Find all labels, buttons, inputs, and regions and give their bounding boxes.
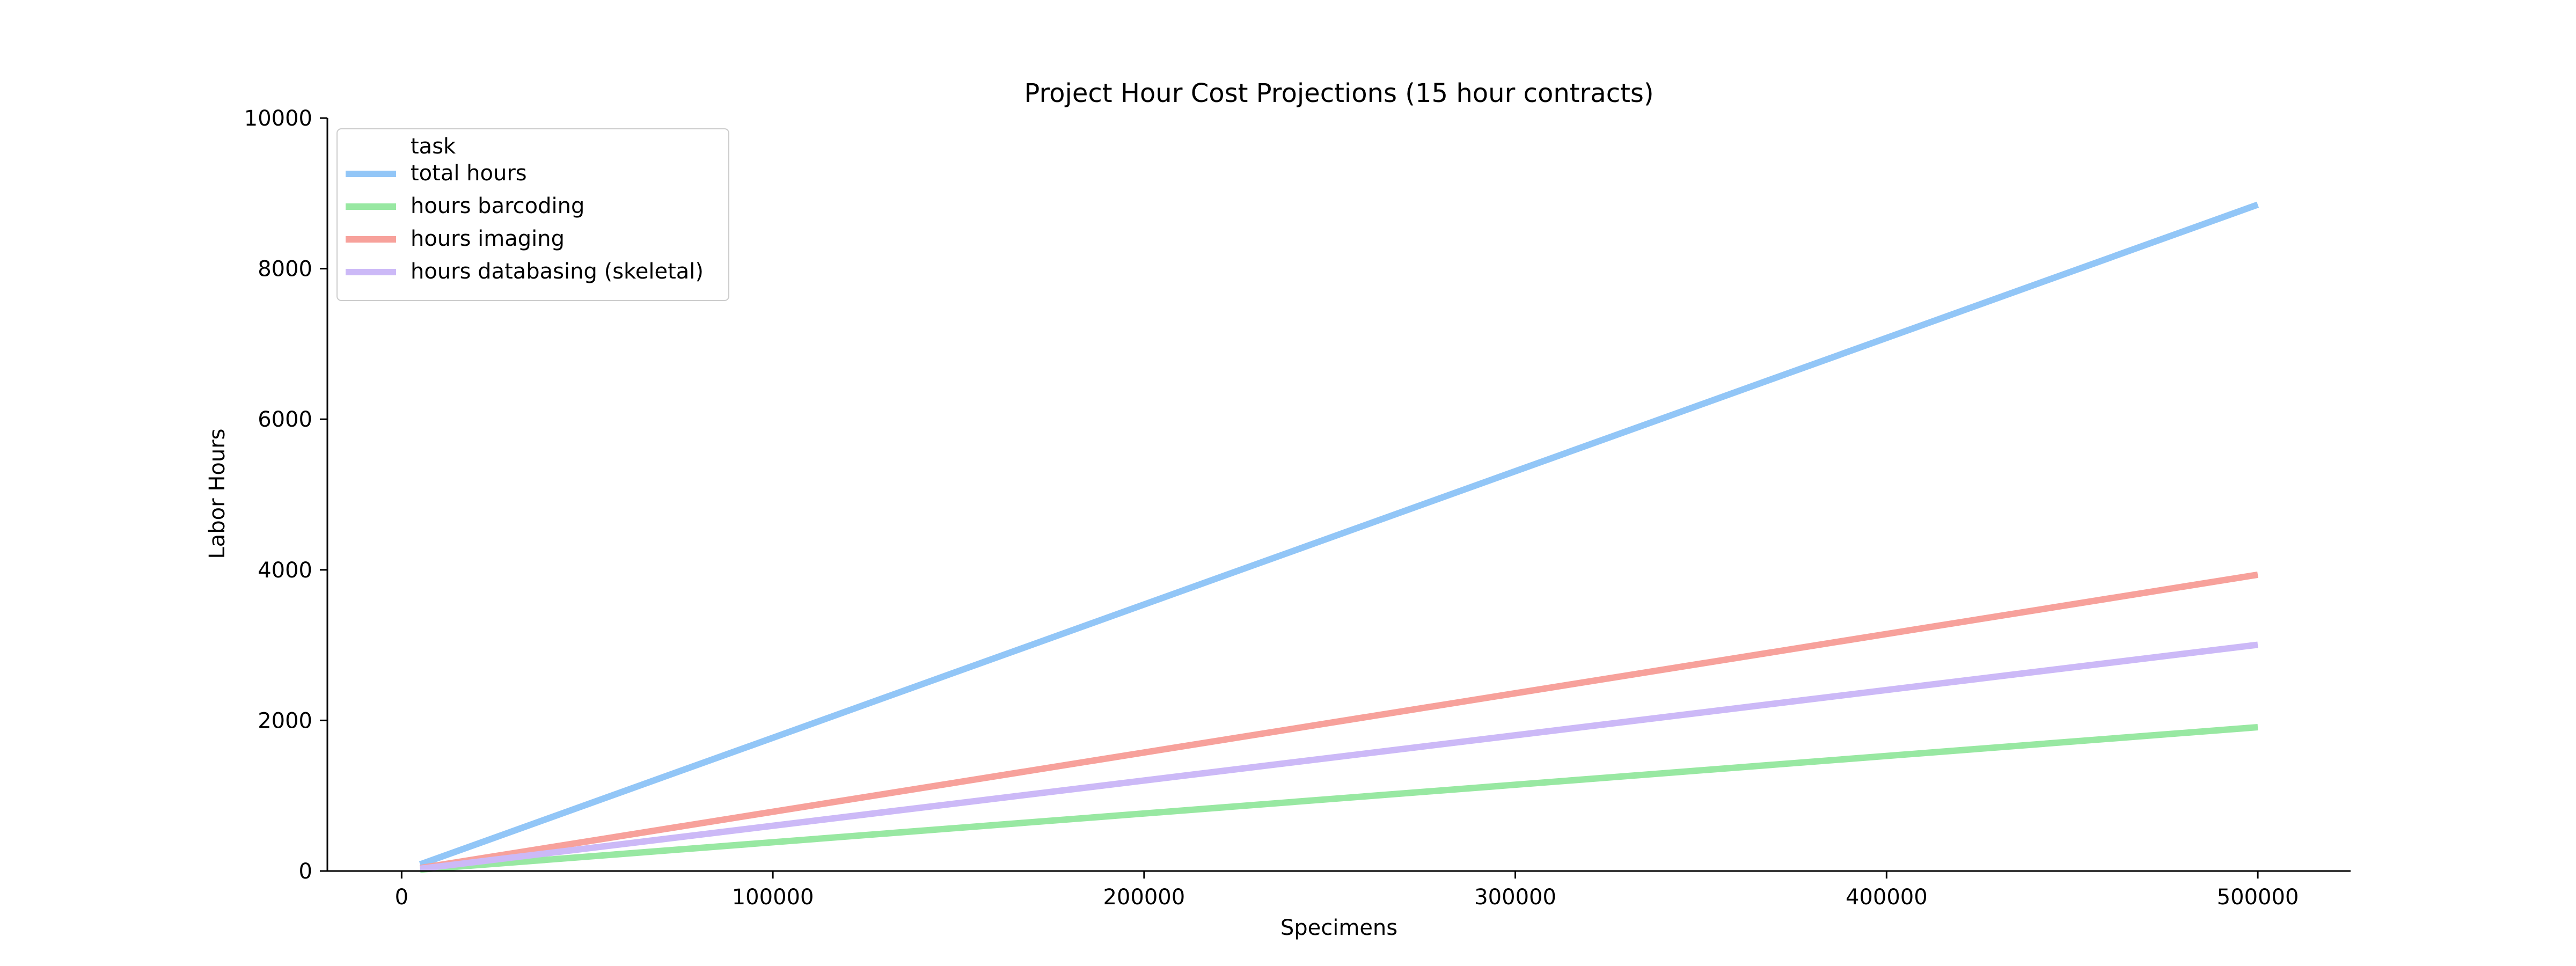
x-axis-ticks: 0 100000 200000 300000 400000 500000	[395, 871, 2299, 910]
x-tick-label: 100000	[732, 885, 814, 910]
legend: task total hours hours barcoding hours ima…	[336, 128, 729, 301]
series-line-0	[419, 201, 2259, 868]
legend-label-3: hours databasing (skeletal)	[411, 259, 704, 284]
y-tick-label: 2000	[258, 708, 312, 733]
x-tick-label: 400000	[1846, 885, 1928, 910]
x-tick-label: 200000	[1103, 885, 1185, 910]
y-tick-label: 10000	[244, 106, 312, 131]
series-line-3	[420, 641, 2258, 872]
series-line-1	[420, 724, 2258, 873]
x-tick-label: 300000	[1474, 885, 1556, 910]
legend-label-0: total hours	[411, 161, 527, 186]
series-line-2	[419, 571, 2259, 872]
chart-title: Project Hour Cost Projections (15 hour c…	[1024, 78, 1653, 108]
legend-label-2: hours imaging	[411, 226, 565, 251]
legend-entries: total hours hours barcoding hours imaging h…	[346, 161, 704, 284]
x-tick-label: 500000	[2217, 885, 2299, 910]
legend-frame	[336, 128, 729, 301]
y-tick-label: 0	[299, 859, 312, 884]
y-tick-label: 4000	[258, 558, 312, 583]
y-tick-label: 8000	[258, 257, 312, 282]
y-tick-label: 6000	[258, 407, 312, 432]
series-layer	[419, 201, 2259, 873]
x-tick-label: 0	[395, 885, 408, 910]
legend-title: task	[411, 134, 456, 159]
y-axis-ticks: 0 2000 4000 6000 8000 10000	[244, 106, 327, 884]
x-axis-label: Specimens	[1280, 916, 1397, 940]
legend-label-1: hours barcoding	[411, 194, 584, 218]
y-axis-label: Labor Hours	[205, 428, 230, 559]
